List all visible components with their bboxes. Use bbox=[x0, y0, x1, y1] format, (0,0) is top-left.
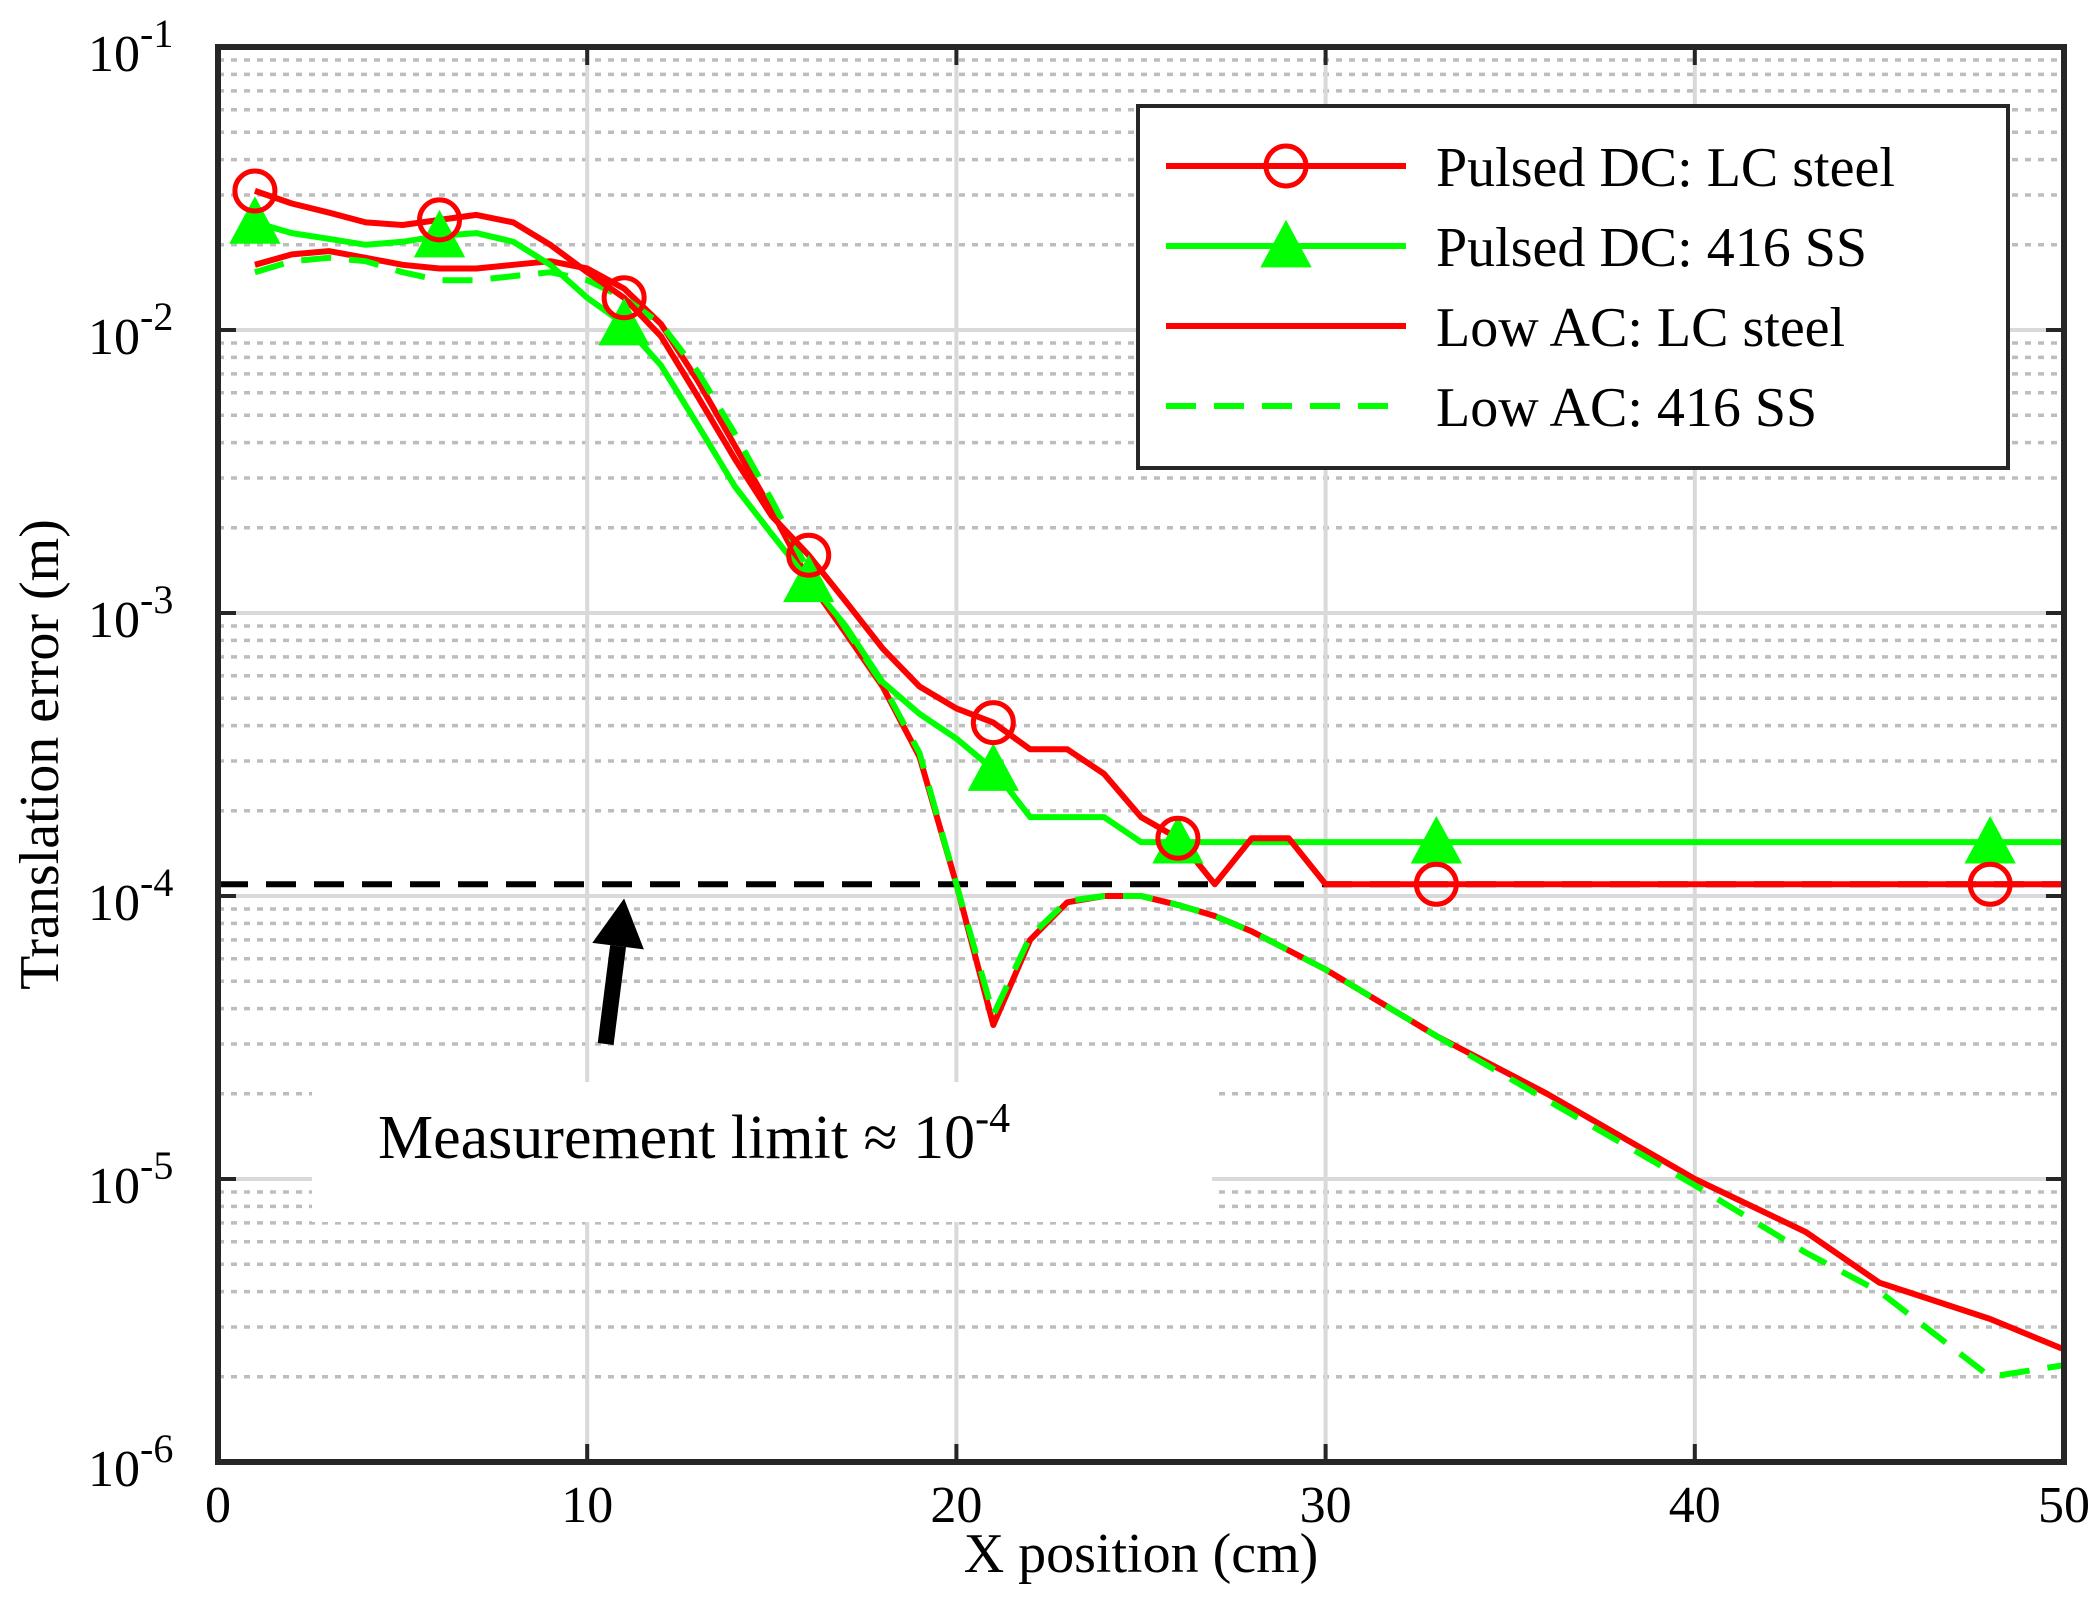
x-tick-label: 0 bbox=[205, 1477, 231, 1534]
series-marker-pulsed-dc-416-ss bbox=[967, 743, 1019, 791]
annotation-text: Measurement limit ≈ 10-4 bbox=[378, 1096, 1010, 1172]
series-marker-pulsed-dc-416-ss bbox=[598, 297, 650, 346]
series-marker-pulsed-dc-lc-steel bbox=[232, 168, 278, 214]
annotation-arrow bbox=[597, 945, 627, 1045]
series-marker-pulsed-dc-416-ss bbox=[229, 196, 281, 244]
x-axis-label: X position (cm) bbox=[964, 1523, 1319, 1585]
x-tick-label: 10 bbox=[561, 1477, 613, 1534]
legend-label-low-ac-lc-steel: Low AC: LC steel bbox=[1436, 297, 1845, 359]
x-tick-label: 40 bbox=[1669, 1477, 1721, 1534]
annotation-background bbox=[312, 1082, 1212, 1222]
series-marker-pulsed-dc-416-ss bbox=[783, 554, 835, 603]
legend-label-low-ac-416-ss: Low AC: 416 SS bbox=[1436, 377, 1817, 439]
series-marker-pulsed-dc-lc-steel bbox=[417, 197, 463, 243]
y-tick-label: 10-1 bbox=[88, 11, 173, 83]
annotation: Measurement limit ≈ 10-4 bbox=[312, 898, 1212, 1222]
y-tick-label: 10-4 bbox=[88, 860, 173, 932]
series-line-low-ac-416-ss bbox=[254, 254, 2065, 1380]
series-marker-pulsed-dc-lc-steel bbox=[1967, 861, 2013, 907]
y-axis-label: Translation error (m) bbox=[9, 519, 71, 990]
legend-marker-pulsed-dc-416-ss bbox=[1260, 219, 1312, 268]
y-tick-label: 10-6 bbox=[88, 1426, 173, 1498]
plot-frame bbox=[215, 44, 2067, 1465]
x-axis-ticks: 0 10 20 30 40 50 bbox=[205, 47, 2090, 1534]
series-markers bbox=[229, 168, 2016, 907]
legend: Pulsed DC: LC steel Pulsed DC: 416 SS Low … bbox=[1136, 104, 2010, 470]
series-marker-pulsed-dc-lc-steel bbox=[1155, 815, 1201, 861]
y-tick-label: 10-3 bbox=[88, 577, 173, 649]
x-tick-label: 20 bbox=[930, 1477, 982, 1534]
x-tick-label: 50 bbox=[2038, 1477, 2090, 1534]
y-tick-label: 10-5 bbox=[88, 1143, 173, 1215]
series-marker-pulsed-dc-lc-steel bbox=[601, 275, 647, 321]
x-tick-label: 30 bbox=[1300, 1477, 1352, 1534]
annotation-arrow-head bbox=[592, 898, 644, 950]
legend-label-pulsed-dc-416-ss: Pulsed DC: 416 SS bbox=[1436, 217, 1867, 279]
series-marker-pulsed-dc-lc-steel bbox=[970, 700, 1016, 746]
series-marker-pulsed-dc-lc-steel bbox=[786, 532, 832, 578]
series-marker-pulsed-dc-lc-steel bbox=[1413, 861, 1459, 907]
y-tick-label: 10-2 bbox=[88, 294, 173, 366]
y-axis-ticks: 10-6 10-5 10-4 10-3 10-2 10-1 bbox=[88, 11, 2064, 1498]
legend-marker-pulsed-dc-lc-steel bbox=[1263, 143, 1309, 189]
legend-label-pulsed-dc-lc-steel: Pulsed DC: LC steel bbox=[1436, 137, 1895, 199]
